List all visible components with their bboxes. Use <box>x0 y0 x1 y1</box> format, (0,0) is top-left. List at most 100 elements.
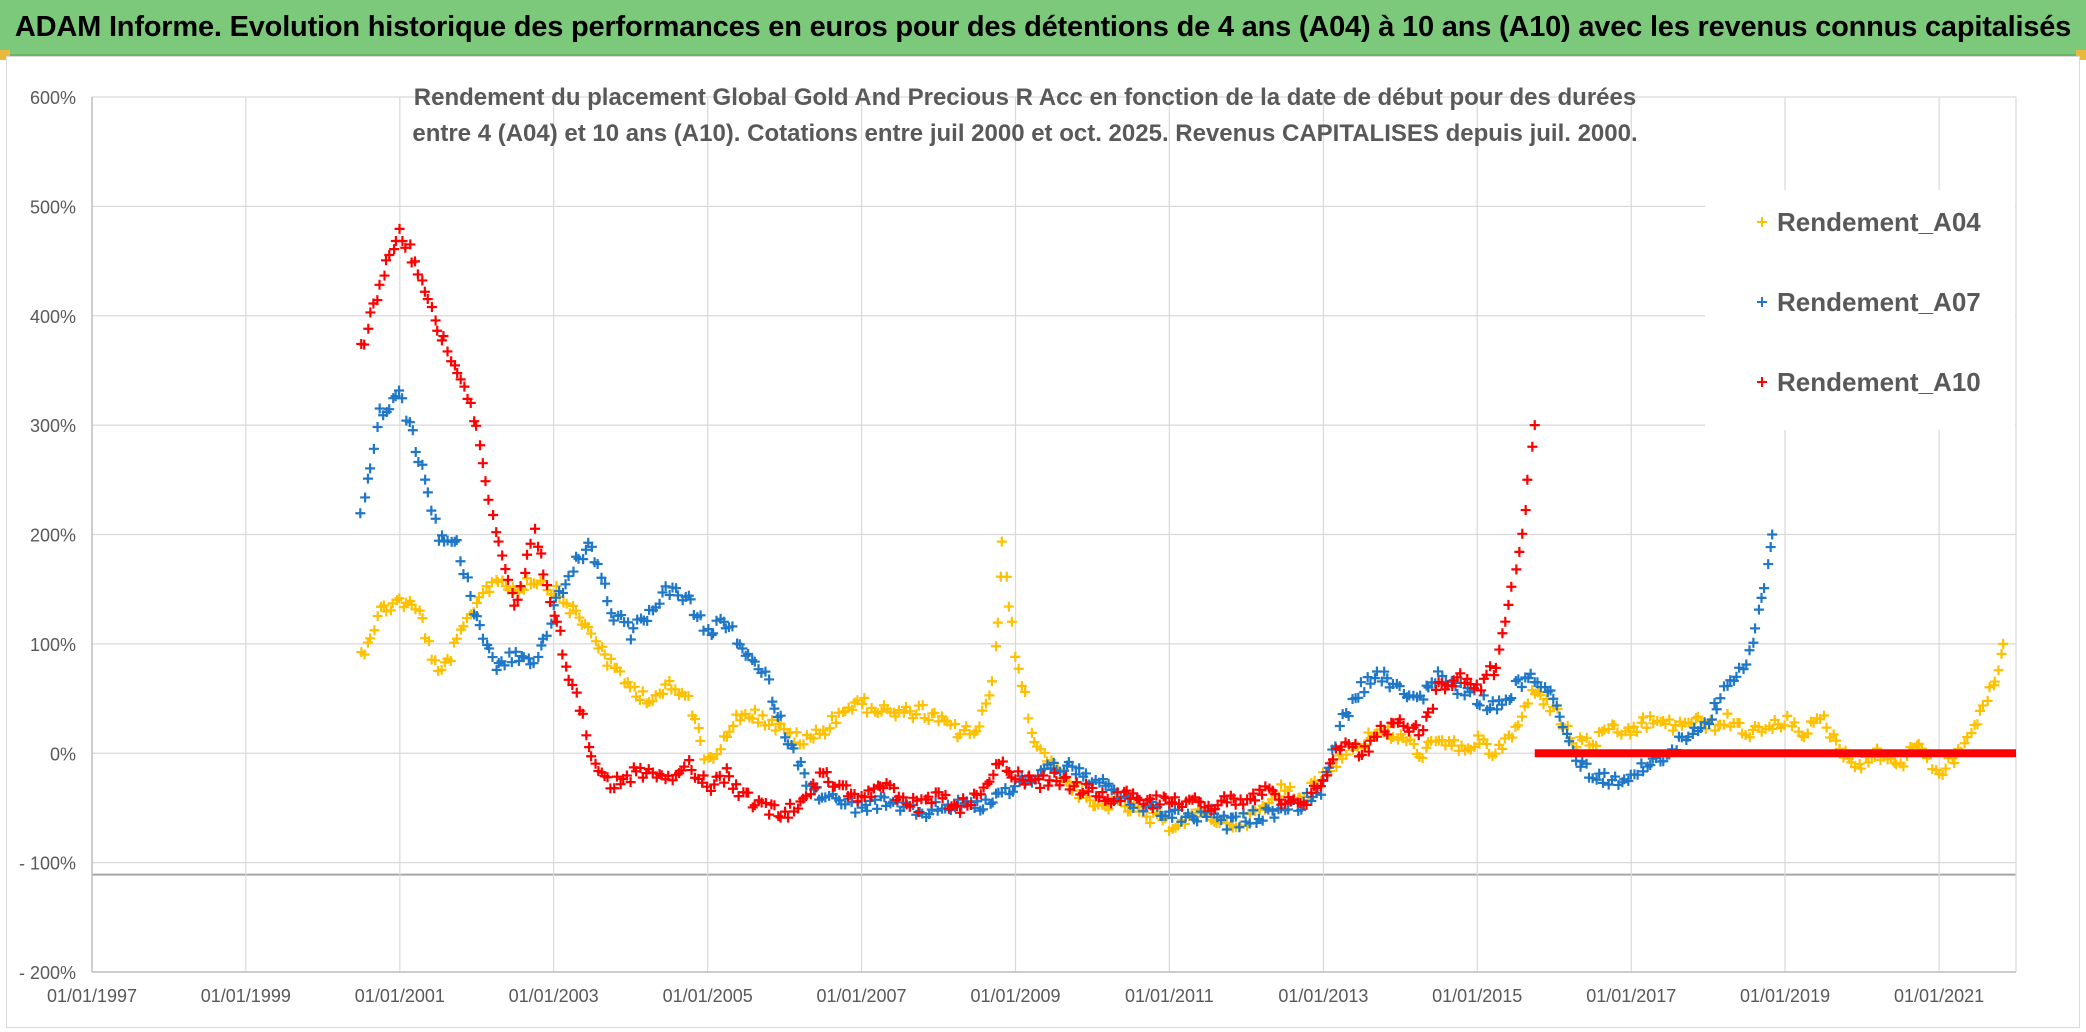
data-point <box>1459 690 1470 701</box>
data-point <box>1750 623 1761 634</box>
data-point <box>1718 719 1729 730</box>
legend-label: Rendement_A10 <box>1777 367 1981 397</box>
data-point <box>1421 711 1432 722</box>
data-point <box>1417 752 1428 763</box>
data-point <box>1334 720 1345 731</box>
data-point <box>1554 711 1565 722</box>
chart-title: Rendement du placement Global Gold And P… <box>400 80 1650 152</box>
data-point <box>1074 763 1085 774</box>
data-point <box>1097 787 1108 798</box>
data-point <box>523 653 534 664</box>
data-point <box>728 720 739 731</box>
data-point <box>862 805 873 816</box>
data-point <box>602 772 613 783</box>
data-point <box>1522 474 1533 485</box>
data-point <box>911 795 922 806</box>
data-point <box>955 807 966 818</box>
data-point <box>932 805 943 816</box>
axes: 600% 500% 400% 300% 200% 100% 0% - 100% - 200% 01… <box>19 88 2016 1006</box>
data-point <box>430 513 441 524</box>
data-point <box>528 658 539 669</box>
data-point <box>1016 681 1027 692</box>
data-point <box>1517 711 1527 722</box>
data-point <box>1748 637 1759 648</box>
data-point <box>670 684 681 695</box>
data-point <box>977 705 988 716</box>
data-point <box>465 590 476 601</box>
header-banner: ADAM Informe. Evolution historique des p… <box>0 0 2086 56</box>
data-point <box>695 610 706 621</box>
data-point <box>365 463 376 474</box>
data-point <box>690 714 701 725</box>
data-point <box>986 676 997 687</box>
data-point <box>1436 678 1447 689</box>
data-point <box>1058 773 1069 784</box>
data-point <box>1276 779 1287 790</box>
data-point <box>667 775 678 786</box>
data-point <box>1709 698 1720 709</box>
data-point <box>1343 711 1354 722</box>
data-point <box>516 651 527 662</box>
data-point <box>783 812 794 823</box>
data-point <box>374 279 385 290</box>
x-tick-label: 01/01/2017 <box>1586 986 1676 1006</box>
data-point <box>1147 803 1158 814</box>
data-point <box>359 649 370 660</box>
data-point <box>1371 731 1382 742</box>
data-point <box>1003 601 1014 612</box>
data-point <box>1359 741 1370 752</box>
data-point <box>715 744 726 755</box>
data-point <box>499 660 510 671</box>
data-point <box>369 625 380 636</box>
x-tick-label: 01/01/2001 <box>355 986 445 1006</box>
data-point <box>475 440 486 451</box>
data-point <box>1020 687 1031 698</box>
data-point <box>826 711 837 722</box>
data-point <box>1687 728 1698 739</box>
data-point <box>1789 717 1800 728</box>
data-point <box>1285 782 1296 793</box>
data-point <box>449 360 460 371</box>
data-point <box>484 586 495 597</box>
data-point <box>898 707 909 718</box>
data-point <box>596 572 607 583</box>
data-point <box>616 610 627 621</box>
data-point <box>1151 790 1162 801</box>
data-point <box>455 556 466 567</box>
data-point <box>705 785 716 796</box>
data-point <box>442 346 453 357</box>
data-point <box>1000 783 1011 794</box>
data-point <box>430 315 441 326</box>
data-point <box>577 708 588 719</box>
data-point <box>1706 714 1717 725</box>
data-point <box>841 780 852 791</box>
data-point <box>541 630 552 641</box>
data-point <box>424 636 435 647</box>
series-rendement-a04 <box>356 536 2009 837</box>
data-point <box>1128 802 1139 813</box>
data-point <box>545 597 556 608</box>
legend: Rendement_A04 Rendement_A07 Rendement_A10 <box>1705 190 2015 430</box>
data-point <box>1306 787 1317 798</box>
data-point <box>996 536 1007 547</box>
data-point <box>735 715 746 726</box>
data-point <box>497 550 508 561</box>
data-point <box>810 782 821 793</box>
data-point <box>1254 784 1265 795</box>
data-point <box>769 800 780 811</box>
data-point <box>1315 781 1326 792</box>
data-point <box>1469 741 1480 752</box>
data-point <box>1497 743 1508 754</box>
data-point <box>847 704 858 715</box>
data-point <box>1628 721 1639 732</box>
data-point <box>1982 695 1993 706</box>
data-point <box>1221 797 1232 808</box>
data-point <box>1516 682 1527 693</box>
data-point <box>1455 668 1466 679</box>
data-point <box>1006 616 1017 627</box>
data-point <box>1504 694 1515 705</box>
data-point <box>410 446 421 457</box>
data-point <box>359 339 370 350</box>
y-tick-label: 300% <box>30 416 76 436</box>
data-point <box>462 572 473 583</box>
